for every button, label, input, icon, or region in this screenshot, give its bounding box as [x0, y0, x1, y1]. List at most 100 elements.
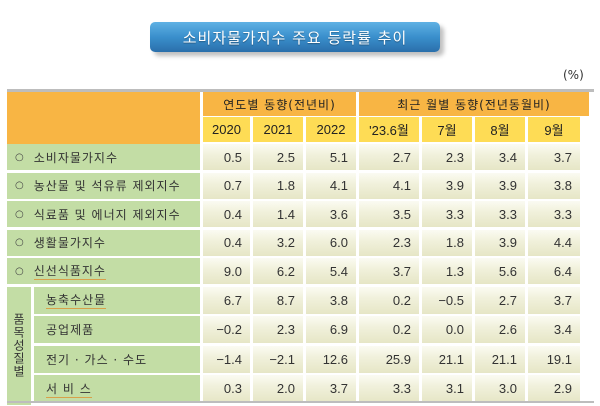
- bullet-icon: ○: [15, 265, 24, 277]
- value-cell: 3.4: [475, 144, 525, 170]
- value-cell: 3.7: [359, 258, 419, 284]
- header-row-group: 연도별 동향(전년비) 최근 월별 동향(전년동월비): [7, 92, 594, 144]
- table-row: 농축수산물 6.7 8.7 3.8 0.2 −0.5 2.7 3.7: [34, 286, 580, 314]
- table-row: ○ 농산물 및 석유류 제외지수 0.7 1.8 4.1 4.1 3.9 3.9 …: [7, 172, 594, 199]
- table-row: ○ 식료품 및 에너지 제외지수 0.4 1.4 3.6 3.5 3.3 3.3 …: [7, 201, 594, 227]
- value-cell: 2.7: [359, 144, 419, 170]
- value-cell: 21.1: [475, 345, 525, 373]
- value-cell: 3.9: [475, 172, 525, 199]
- value-cell: 3.8: [528, 172, 580, 199]
- item-nature-group: 품목성질별 농축수산물 6.7 8.7 3.8 0.2 −0.5 2.7 3.7…: [7, 286, 594, 405]
- value-cell: 3.8: [306, 286, 356, 314]
- row-label: ○ 신선식품지수: [7, 258, 200, 284]
- col-header-2023-06: '23.6월: [359, 117, 419, 142]
- header-corner-cell: [7, 92, 200, 144]
- value-cell: 6.2: [253, 258, 303, 284]
- value-cell: 2.7: [475, 286, 525, 314]
- value-cell: 3.9: [475, 229, 525, 256]
- value-cell: 2.5: [253, 144, 303, 170]
- col-header-2022: 2022: [306, 117, 356, 142]
- value-cell: 2.6: [475, 316, 525, 343]
- value-cell: 0.4: [203, 229, 250, 256]
- header-row-columns: 2020 2021 2022 '23.6월 7월 8월 9월: [203, 117, 594, 142]
- value-cell: 4.1: [306, 172, 356, 199]
- table-row: 서 비 스 0.3 2.0 3.7 3.3 3.1 3.0 2.9: [34, 375, 580, 402]
- value-cell: 0.2: [359, 286, 419, 314]
- value-cell: 1.4: [253, 201, 303, 227]
- value-cell: 2.9: [528, 375, 580, 402]
- value-cell: 19.1: [528, 345, 580, 373]
- header-monthly-group: 최근 월별 동향(전년동월비): [359, 92, 589, 116]
- value-cell: −2.1: [253, 345, 303, 373]
- value-cell: 0.0: [422, 316, 472, 343]
- value-cell: 3.7: [528, 286, 580, 314]
- title-banner: 소비자물가지수 주요 등락률 추이: [150, 22, 440, 52]
- col-header-07: 7월: [422, 117, 472, 142]
- value-cell: 3.3: [528, 201, 580, 227]
- cpi-table: 연도별 동향(전년비) 최근 월별 동향(전년동월비) 2020 2021 20…: [7, 89, 594, 405]
- value-cell: 3.7: [306, 375, 356, 402]
- value-cell: 6.9: [306, 316, 356, 343]
- table-row: ○ 생활물가지수 0.4 3.2 6.0 2.3 1.8 3.9 4.4: [7, 229, 594, 256]
- col-header-2021: 2021: [253, 117, 303, 142]
- value-cell: 5.6: [475, 258, 525, 284]
- col-header-08: 8월: [475, 117, 525, 142]
- value-cell: 3.0: [475, 375, 525, 402]
- value-cell: 8.7: [253, 286, 303, 314]
- value-cell: 3.9: [422, 172, 472, 199]
- value-cell: 5.4: [306, 258, 356, 284]
- bullet-icon: ○: [15, 180, 24, 191]
- row-label: 서 비 스: [34, 375, 200, 402]
- row-label: 전기 · 가스 · 수도: [34, 345, 200, 373]
- table-row: ○ 신선식품지수 9.0 6.2 5.4 3.7 1.3 5.6 6.4: [7, 258, 594, 284]
- value-cell: 3.6: [306, 201, 356, 227]
- value-cell: 1.8: [422, 229, 472, 256]
- value-cell: 5.1: [306, 144, 356, 170]
- row-label: ○ 생활물가지수: [7, 229, 200, 256]
- col-header-09: 9월: [528, 117, 580, 142]
- value-cell: 6.0: [306, 229, 356, 256]
- value-cell: 6.7: [203, 286, 250, 314]
- col-header-2020: 2020: [203, 117, 250, 142]
- value-cell: 3.1: [422, 375, 472, 402]
- value-cell: 21.1: [422, 345, 472, 373]
- value-cell: 4.1: [359, 172, 419, 199]
- value-cell: 2.0: [253, 375, 303, 402]
- group-rows: 농축수산물 6.7 8.7 3.8 0.2 −0.5 2.7 3.7 공업제품 …: [34, 286, 580, 405]
- row-label: 농축수산물: [34, 286, 200, 314]
- value-cell: 3.7: [528, 144, 580, 170]
- group-label: 품목성질별: [7, 286, 31, 405]
- row-label: ○ 소비자물가지수: [7, 144, 200, 170]
- value-cell: 3.3: [475, 201, 525, 227]
- unit-label: (%): [563, 68, 584, 82]
- value-cell: −1.4: [203, 345, 250, 373]
- row-label: 공업제품: [34, 316, 200, 343]
- value-cell: 1.3: [422, 258, 472, 284]
- value-cell: 2.3: [422, 144, 472, 170]
- value-cell: 25.9: [359, 345, 419, 373]
- table-row: ○ 소비자물가지수 0.5 2.5 5.1 2.7 2.3 3.4 3.7: [7, 144, 594, 170]
- value-cell: −0.2: [203, 316, 250, 343]
- bullet-icon: ○: [15, 151, 24, 163]
- bullet-icon: ○: [15, 208, 24, 220]
- bullet-icon: ○: [15, 237, 24, 248]
- value-cell: 4.4: [528, 229, 580, 256]
- value-cell: 0.2: [359, 316, 419, 343]
- value-cell: 3.4: [528, 316, 580, 343]
- value-cell: 6.4: [528, 258, 580, 284]
- value-cell: 1.8: [253, 172, 303, 199]
- header-annual-group: 연도별 동향(전년비): [203, 92, 356, 116]
- value-cell: 3.2: [253, 229, 303, 256]
- value-cell: 3.3: [422, 201, 472, 227]
- value-cell: −0.5: [422, 286, 472, 314]
- value-cell: 3.3: [359, 375, 419, 402]
- value-cell: 0.3: [203, 375, 250, 402]
- row-label: ○ 농산물 및 석유류 제외지수: [7, 172, 200, 199]
- value-cell: 0.7: [203, 172, 250, 199]
- value-cell: 0.5: [203, 144, 250, 170]
- value-cell: 2.3: [253, 316, 303, 343]
- table-row: 전기 · 가스 · 수도 −1.4 −2.1 12.6 25.9 21.1 21…: [34, 345, 580, 373]
- value-cell: 12.6: [306, 345, 356, 373]
- row-label: ○ 식료품 및 에너지 제외지수: [7, 201, 200, 227]
- value-cell: 2.3: [359, 229, 419, 256]
